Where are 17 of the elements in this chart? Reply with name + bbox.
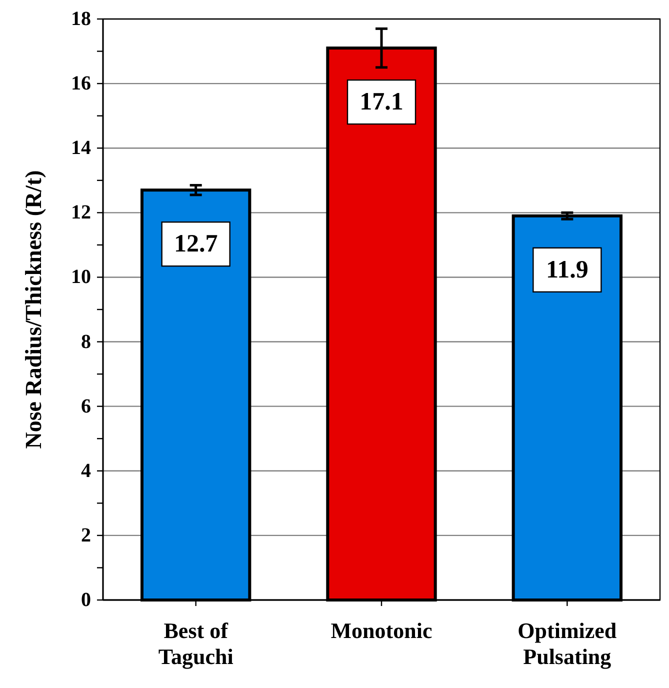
y-tick-label: 12 — [71, 202, 91, 224]
data-label: 17.1 — [360, 88, 404, 116]
y-tick-label: 4 — [81, 460, 91, 482]
y-tick-label: 10 — [71, 266, 91, 288]
y-axis-title: Nose Radius/Thickness (R/t) — [21, 170, 46, 449]
y-tick-label: 2 — [81, 524, 91, 546]
y-tick-label: 16 — [71, 72, 91, 95]
y-tick-label: 8 — [81, 330, 91, 353]
data-label: 12.7 — [174, 230, 218, 258]
x-tick-label: Monotonic — [330, 618, 432, 643]
x-tick-label: Optimized Pulsating — [518, 618, 617, 669]
x-tick-label: Best of Taguchi — [158, 618, 234, 669]
y-tick-label: 0 — [81, 589, 91, 611]
data-label: 11.9 — [546, 256, 588, 284]
y-tick-label: 14 — [71, 137, 91, 160]
y-tick-label: 6 — [81, 395, 91, 418]
y-tick-label: 18 — [71, 8, 91, 30]
